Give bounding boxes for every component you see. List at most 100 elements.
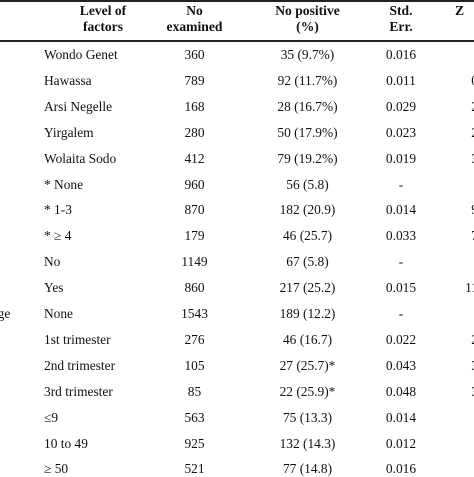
std-err-cell: 0.016 — [385, 47, 417, 62]
examined-cell: 179 — [184, 228, 205, 244]
positive-cell: 67 (5.8) — [286, 254, 329, 270]
z-cell: 11.4 — [465, 280, 474, 296]
std-err-cell: 0.043 — [385, 357, 417, 373]
z-cell: 0.9 — [428, 73, 474, 89]
z-cell: - — [428, 254, 474, 270]
examined-cell: 925 — [184, 435, 205, 451]
positive-cell: 35 (9.7%) — [280, 47, 335, 62]
header-z: Z — [455, 3, 465, 18]
std-err-cell: 0.014 — [385, 409, 417, 425]
positive-cell: 189 (12.2) — [279, 306, 336, 321]
z-cell: 2.9 — [428, 125, 474, 141]
level-cell: No — [44, 254, 61, 270]
examined-cell: 563 — [184, 409, 205, 425]
header-std-err: Std. Err. — [371, 3, 431, 35]
std-err-cell: - — [398, 176, 404, 192]
std-err-cell: 0.048 — [385, 383, 417, 399]
header-level-of-factors: Level of factors — [58, 3, 148, 35]
level-cell: * None — [44, 176, 84, 192]
examined-cell: 280 — [184, 124, 205, 140]
positive-cell: 46 (16.7) — [282, 331, 333, 347]
std-err-cell: - — [398, 254, 404, 270]
level-cell: 1st trimester — [44, 331, 111, 347]
header-line: No — [186, 3, 203, 18]
positive-cell: 46 (25.7) — [282, 228, 333, 244]
z-cell: - — [428, 177, 474, 193]
level-cell: ≥ 50 — [44, 461, 69, 477]
header-line: No positive — [275, 3, 340, 18]
level-cell: * 1-3 — [44, 202, 72, 218]
header-line: Std. — [389, 3, 413, 18]
examined-cell: 789 — [184, 72, 205, 88]
z-cell: - — [428, 306, 474, 322]
level-cell: 3rd trimester — [44, 383, 113, 399]
level-cell: None — [44, 306, 74, 321]
std-err-cell: 0.019 — [385, 150, 417, 166]
level-cell: 2nd trimester — [44, 357, 116, 373]
factor-cell: tage — [0, 306, 11, 321]
examined-cell: 105 — [184, 357, 205, 373]
header-no-positive: No positive (%) — [250, 3, 365, 35]
examined-cell: 85 — [187, 383, 202, 399]
examined-cell: 168 — [184, 98, 205, 114]
level-cell: 10 to 49 — [44, 435, 88, 451]
positive-cell: 92 (11.7%) — [277, 72, 338, 88]
examined-cell: 860 — [184, 280, 205, 296]
header-line: Level of — [79, 3, 127, 18]
examined-cell: 276 — [184, 331, 205, 347]
positive-cell: 50 (17.9%) — [277, 124, 338, 140]
positive-cell: 217 (25.2) — [279, 280, 336, 296]
positive-cell: 28 (16.7%) — [277, 98, 338, 114]
positive-cell: 182 (20.9) — [279, 202, 336, 218]
header-line: factors — [82, 19, 123, 34]
header-no-examined: No examined — [157, 3, 232, 35]
header-line: (%) — [296, 19, 319, 34]
std-err-cell: 0.014 — [385, 202, 417, 218]
header-rule — [0, 40, 474, 42]
header-line: examined — [166, 19, 223, 34]
examined-cell: 360 — [184, 47, 205, 62]
positive-cell: 75 (13.3) — [282, 409, 333, 425]
level-cell: Wolaita Sodo — [44, 150, 117, 166]
header-factors-fragment: s — [0, 3, 18, 19]
z-cell: 2.0 — [428, 332, 474, 348]
examined-cell: 870 — [184, 202, 205, 218]
positive-cell: 27 (25.7)* — [279, 357, 336, 373]
z-cell: 0. — [428, 436, 474, 452]
positive-cell: 22 (25.9)* — [279, 383, 336, 399]
z-cell: 2.2 — [428, 99, 474, 115]
std-err-cell: 0.016 — [385, 461, 417, 477]
level-cell: * ≥ 4 — [44, 228, 72, 244]
level-cell: Hawassa — [44, 72, 92, 88]
examined-cell: 412 — [184, 150, 205, 166]
positive-cell: 56 (5.8) — [286, 176, 329, 192]
z-cell: 9.0 — [428, 202, 474, 218]
std-err-cell: 0.033 — [385, 228, 417, 244]
z-cell: 0. — [428, 461, 474, 477]
positive-cell: 77 (14.8) — [282, 461, 333, 477]
level-cell: Yirgalem — [44, 124, 94, 140]
level-cell: Yes — [44, 280, 64, 296]
top-rule — [0, 0, 474, 2]
std-err-cell: 0.022 — [385, 331, 417, 347]
std-err-cell: 0.012 — [385, 435, 417, 451]
z-cell: 7.8 — [428, 228, 474, 244]
positive-cell: 79 (19.2%) — [277, 150, 338, 166]
examined-cell: 1149 — [181, 254, 208, 270]
examined-cell: 960 — [184, 176, 205, 192]
level-cell: Wondo Genet — [44, 47, 118, 62]
std-err-cell: 0.023 — [385, 124, 417, 140]
std-err-cell: - — [398, 306, 404, 321]
positive-cell: 132 (14.3) — [279, 435, 336, 451]
std-err-cell: 0.015 — [385, 280, 417, 296]
level-cell: ≤9 — [44, 409, 59, 425]
header-line: Err. — [389, 19, 413, 34]
std-err-cell: 0.011 — [386, 72, 416, 88]
examined-cell: 521 — [184, 461, 205, 477]
std-err-cell: 0.029 — [385, 98, 417, 114]
z-cell: 3.8 — [428, 358, 474, 374]
z-cell: - — [428, 47, 474, 63]
level-cell: Arsi Negelle — [44, 98, 113, 114]
examined-cell: 1543 — [181, 306, 208, 321]
z-cell: 3.6 — [428, 151, 474, 167]
